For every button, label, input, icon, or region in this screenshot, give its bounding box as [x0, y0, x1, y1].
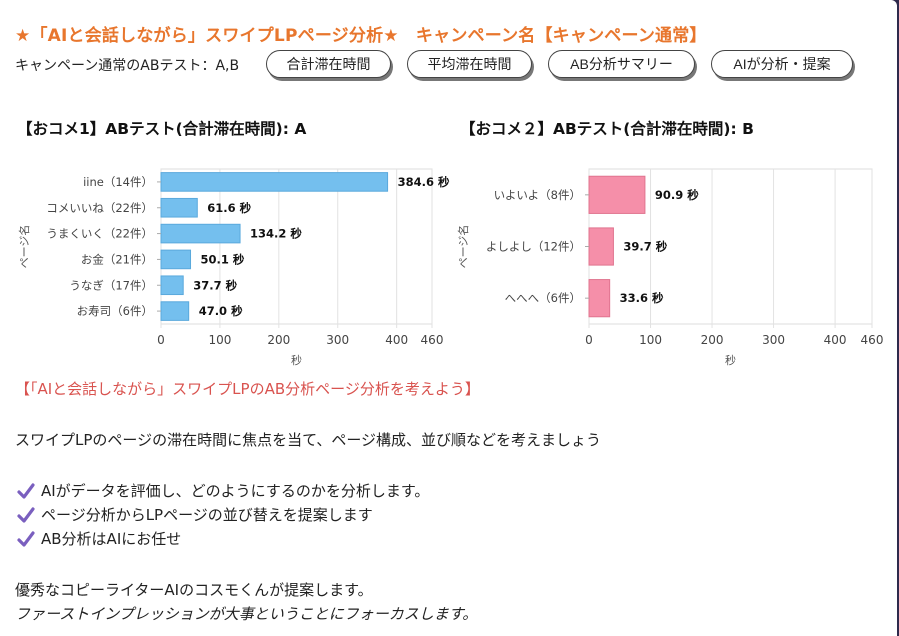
- x-tick-label: 300: [762, 333, 785, 347]
- x-tick-label: 200: [701, 333, 724, 347]
- x-tick-label: 0: [157, 333, 165, 347]
- x-tick-label: 400: [385, 333, 408, 347]
- value-label: 134.2 秒: [250, 227, 302, 241]
- category-label: コメいいね（22件）: [46, 201, 153, 215]
- value-label: 384.6 秒: [398, 175, 450, 189]
- x-tick-label: 200: [267, 333, 290, 347]
- category-label: うなぎ（17件）: [69, 278, 153, 292]
- check-item: AIがデータを評価し、どのようにするのかを分析します。: [17, 480, 429, 501]
- category-label: うまくいく（22件）: [46, 227, 153, 241]
- check-item: ページ分析からLPページの並び替えを提案します: [17, 504, 373, 525]
- ab-summary-button[interactable]: AB分析サマリー: [548, 50, 695, 78]
- check-text: AB分析はAIにお任せ: [41, 530, 182, 548]
- bar: [160, 197, 198, 218]
- y-axis-label: ページ名: [17, 225, 31, 269]
- bar: [588, 279, 611, 318]
- total-time-button[interactable]: 合計滞在時間: [266, 50, 391, 78]
- category-label: いよいよ（8件）: [494, 188, 581, 202]
- ai-analysis-button[interactable]: AIが分析・提案: [711, 50, 853, 78]
- value-label: 90.9 秒: [655, 188, 699, 202]
- check-icon: [17, 530, 35, 547]
- x-tick-label: 100: [639, 333, 662, 347]
- plot-frame: [160, 168, 433, 325]
- check-item: AB分析はAIにお任せ: [17, 528, 181, 549]
- closing-text: 優秀なコピーライターAIのコスモくんが提案します。: [15, 581, 373, 599]
- value-label: 39.7 秒: [623, 240, 667, 254]
- y-axis-label: ページ名: [456, 225, 470, 269]
- x-tick-label: 300: [326, 333, 349, 347]
- charts-canvas: 0 100 200 300 400 460 iine（14件） 384.6 秒コメいいね（22…: [17, 168, 884, 367]
- bar: [160, 223, 241, 244]
- category-label: へへへ（6件）: [505, 291, 581, 305]
- x-tick-label: 460: [421, 333, 444, 347]
- check-icon: [17, 482, 35, 499]
- value-label: 33.6 秒: [620, 291, 664, 305]
- section-heading: 【「AIと会話しながら」スワイプLPのAB分析ページ分析を考えよう】: [15, 380, 480, 398]
- category-label: お金（21件）: [81, 252, 153, 266]
- x-tick-label: 400: [824, 333, 847, 347]
- page-title: ★「AIと会話しながら」スワイプLPページ分析★ キャンペーン名【キャンペーン通…: [15, 26, 707, 46]
- average-time-button[interactable]: 平均滞在時間: [407, 50, 532, 78]
- value-label: 37.7 秒: [193, 278, 237, 292]
- value-label: 61.6 秒: [207, 201, 251, 215]
- category-label: お寿司（6件）: [77, 304, 153, 318]
- chart-a: 0 100 200 300 400 460 iine（14件） 384.6 秒コメいいね（22…: [17, 168, 450, 367]
- bar: [588, 175, 646, 214]
- category-label: iine（14件）: [83, 175, 153, 189]
- ab-test-label: キャンペーン通常のABテスト：A,B: [15, 58, 240, 74]
- chart-a-title: 【おコメ1】ABテスト(合計滞在時間): A: [17, 120, 307, 138]
- closing-text-italic: ファーストインプレッションが大事ということにフォーカスします。: [15, 605, 478, 623]
- x-tick-label: 0: [585, 333, 593, 347]
- check-icon: [17, 506, 35, 523]
- chart-b-title: 【おコメ２】ABテスト(合計滞在時間): B: [460, 120, 754, 138]
- bar: [588, 227, 614, 266]
- x-axis-label: 秒: [725, 353, 736, 367]
- bar: [160, 275, 184, 296]
- value-label: 47.0 秒: [199, 304, 243, 318]
- bar: [160, 301, 190, 321]
- category-label: よしよし（12件）: [486, 240, 581, 254]
- x-tick-label: 100: [208, 333, 231, 347]
- x-axis-label: 秒: [291, 353, 302, 367]
- value-label: 50.1 秒: [201, 252, 245, 266]
- check-text: ページ分析からLPページの並び替えを提案します: [41, 506, 373, 524]
- check-text: AIがデータを評価し、どのようにするのかを分析します。: [41, 482, 430, 500]
- intro-text: スワイプLPのページの滞在時間に焦点を当て、ページ構成、並び順などを考えましょう: [15, 431, 602, 449]
- x-tick-label: 460: [861, 333, 884, 347]
- bar: [160, 249, 192, 270]
- bar: [160, 172, 389, 192]
